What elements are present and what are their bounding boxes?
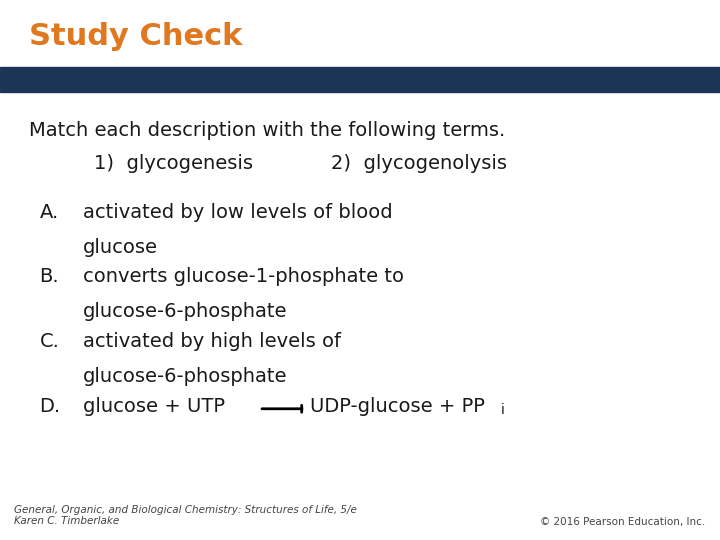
- Text: activated by high levels of: activated by high levels of: [83, 332, 341, 351]
- Text: i: i: [500, 403, 504, 417]
- Text: 1)  glycogenesis: 1) glycogenesis: [94, 154, 253, 173]
- Text: glucose + UTP: glucose + UTP: [83, 397, 225, 416]
- Text: glucose: glucose: [83, 238, 158, 256]
- Text: Study Check: Study Check: [29, 22, 242, 51]
- Text: activated by low levels of blood: activated by low levels of blood: [83, 202, 392, 221]
- Text: C.: C.: [40, 332, 60, 351]
- Text: glucose-6-phosphate: glucose-6-phosphate: [83, 367, 287, 386]
- Text: © 2016 Pearson Education, Inc.: © 2016 Pearson Education, Inc.: [540, 516, 706, 526]
- Bar: [0, 68, 720, 92]
- Text: A.: A.: [40, 202, 59, 221]
- Text: Match each description with the following terms.: Match each description with the followin…: [29, 122, 505, 140]
- Text: glucose-6-phosphate: glucose-6-phosphate: [83, 302, 287, 321]
- Text: UDP-glucose + PP: UDP-glucose + PP: [310, 397, 485, 416]
- Text: B.: B.: [40, 267, 59, 286]
- Text: General, Organic, and Biological Chemistry: Structures of Life, 5/e
Karen C. Tim: General, Organic, and Biological Chemist…: [14, 505, 357, 526]
- Text: converts glucose-1-phosphate to: converts glucose-1-phosphate to: [83, 267, 404, 286]
- Text: 2)  glycogenolysis: 2) glycogenolysis: [331, 154, 507, 173]
- Text: D.: D.: [40, 397, 60, 416]
